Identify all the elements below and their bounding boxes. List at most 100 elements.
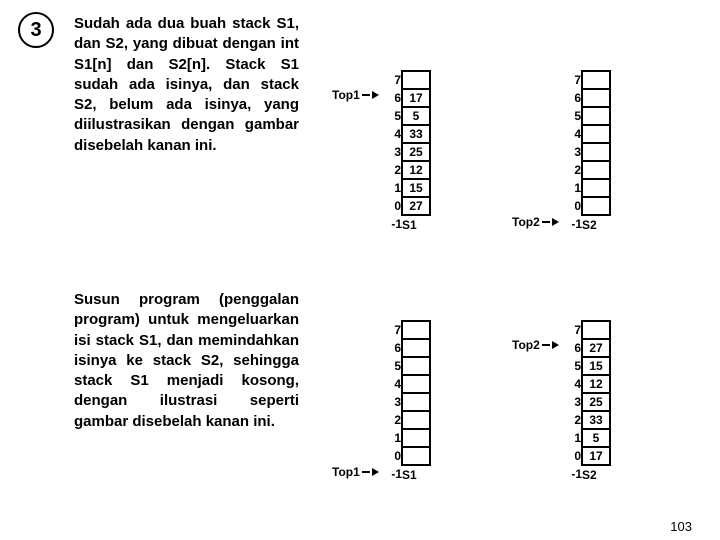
top2-pointer: Top2 bbox=[512, 215, 559, 229]
stack-s2-top: Top2 7 6 5 4 3 2 1 0 -1S2 bbox=[560, 70, 611, 233]
val-cell: 17 bbox=[582, 447, 610, 465]
table-row: 7 bbox=[380, 321, 430, 339]
idx-cell: 1 bbox=[380, 179, 402, 197]
val-cell: 15 bbox=[402, 179, 430, 197]
idx-cell: -1 bbox=[560, 465, 582, 483]
table-row: -1S2 bbox=[560, 215, 610, 233]
stack-s1-top: Top1 7 617 55 433 325 212 115 027 -1S1 bbox=[380, 70, 431, 233]
val-cell: 5 bbox=[402, 107, 430, 125]
idx-cell: 1 bbox=[560, 179, 582, 197]
table-row: 115 bbox=[380, 179, 430, 197]
stack-s1-bottom: Top1 7 6 5 4 3 2 1 0 -1S1 bbox=[380, 320, 431, 483]
table-row: 5 bbox=[380, 357, 430, 375]
idx-cell: 0 bbox=[560, 197, 582, 215]
top1-label: Top1 bbox=[332, 88, 360, 102]
table-row: 15 bbox=[560, 429, 610, 447]
table-row: 2 bbox=[560, 161, 610, 179]
table-row: 412 bbox=[560, 375, 610, 393]
table-row: 4 bbox=[380, 375, 430, 393]
table-row: 212 bbox=[380, 161, 430, 179]
table-row: 7 bbox=[560, 71, 610, 89]
val-cell bbox=[582, 71, 610, 89]
idx-cell: 7 bbox=[380, 71, 402, 89]
arrow-line-icon bbox=[542, 344, 550, 346]
val-cell bbox=[402, 429, 430, 447]
stack-table: 7 617 55 433 325 212 115 027 -1S1 bbox=[380, 70, 431, 233]
val-cell bbox=[402, 321, 430, 339]
val-cell bbox=[582, 143, 610, 161]
table-row: 027 bbox=[380, 197, 430, 215]
idx-cell: 2 bbox=[380, 161, 402, 179]
idx-cell: 4 bbox=[560, 125, 582, 143]
idx-cell: 0 bbox=[380, 197, 402, 215]
idx-cell: 3 bbox=[560, 393, 582, 411]
arrow-line-icon bbox=[362, 471, 370, 473]
idx-cell: 0 bbox=[560, 447, 582, 465]
table-row: 4 bbox=[560, 125, 610, 143]
val-cell bbox=[402, 339, 430, 357]
val-cell bbox=[582, 107, 610, 125]
val-cell bbox=[402, 393, 430, 411]
val-cell: 33 bbox=[402, 125, 430, 143]
table-row: -1S1 bbox=[380, 465, 430, 483]
val-cell bbox=[402, 411, 430, 429]
table-row: 55 bbox=[380, 107, 430, 125]
table-row: 017 bbox=[560, 447, 610, 465]
idx-cell: 1 bbox=[380, 429, 402, 447]
table-row: -1S2 bbox=[560, 465, 610, 483]
top2-label: Top2 bbox=[512, 215, 540, 229]
idx-cell: 3 bbox=[380, 143, 402, 161]
val-cell: 17 bbox=[402, 89, 430, 107]
stack-label: S2 bbox=[582, 465, 610, 483]
top1-pointer: Top1 bbox=[332, 88, 379, 102]
val-cell: 15 bbox=[582, 357, 610, 375]
idx-cell: 7 bbox=[380, 321, 402, 339]
val-cell bbox=[582, 321, 610, 339]
badge-number: 3 bbox=[30, 19, 41, 42]
idx-cell: 1 bbox=[560, 429, 582, 447]
stack-table: 7 6 5 4 3 2 1 0 -1S2 bbox=[560, 70, 611, 233]
val-cell bbox=[402, 447, 430, 465]
val-cell: 33 bbox=[582, 411, 610, 429]
val-cell bbox=[402, 357, 430, 375]
top1-label: Top1 bbox=[332, 465, 360, 479]
table-row: 325 bbox=[380, 143, 430, 161]
val-cell: 25 bbox=[582, 393, 610, 411]
top1-pointer-bottom: Top1 bbox=[332, 465, 379, 479]
table-row: 1 bbox=[560, 179, 610, 197]
arrow-right-icon bbox=[552, 218, 559, 226]
table-row: 2 bbox=[380, 411, 430, 429]
table-row: -1S1 bbox=[380, 215, 430, 233]
table-row: 233 bbox=[560, 411, 610, 429]
val-cell: 12 bbox=[582, 375, 610, 393]
idx-cell: 2 bbox=[380, 411, 402, 429]
stack-table: 7 6 5 4 3 2 1 0 -1S1 bbox=[380, 320, 431, 483]
top2-label: Top2 bbox=[512, 338, 540, 352]
val-cell bbox=[582, 89, 610, 107]
val-cell bbox=[582, 125, 610, 143]
stack-s2-bottom: Top2 7 627 515 412 325 233 15 017 -1S2 bbox=[560, 320, 611, 483]
idx-cell: 6 bbox=[560, 339, 582, 357]
idx-cell: 0 bbox=[380, 447, 402, 465]
table-row: 433 bbox=[380, 125, 430, 143]
idx-cell: 5 bbox=[380, 357, 402, 375]
idx-cell: 2 bbox=[560, 161, 582, 179]
val-cell bbox=[582, 179, 610, 197]
table-row: 6 bbox=[380, 339, 430, 357]
idx-cell: 7 bbox=[560, 71, 582, 89]
val-cell bbox=[402, 375, 430, 393]
val-cell bbox=[402, 71, 430, 89]
idx-cell: 3 bbox=[380, 393, 402, 411]
table-row: 0 bbox=[560, 197, 610, 215]
arrow-line-icon bbox=[362, 94, 370, 96]
idx-cell: 7 bbox=[560, 321, 582, 339]
idx-cell: 6 bbox=[380, 339, 402, 357]
arrow-right-icon bbox=[552, 341, 559, 349]
table-row: 6 bbox=[560, 89, 610, 107]
idx-cell: -1 bbox=[560, 215, 582, 233]
table-row: 7 bbox=[560, 321, 610, 339]
val-cell bbox=[582, 197, 610, 215]
arrow-right-icon bbox=[372, 91, 379, 99]
val-cell: 27 bbox=[402, 197, 430, 215]
idx-cell: 5 bbox=[560, 357, 582, 375]
